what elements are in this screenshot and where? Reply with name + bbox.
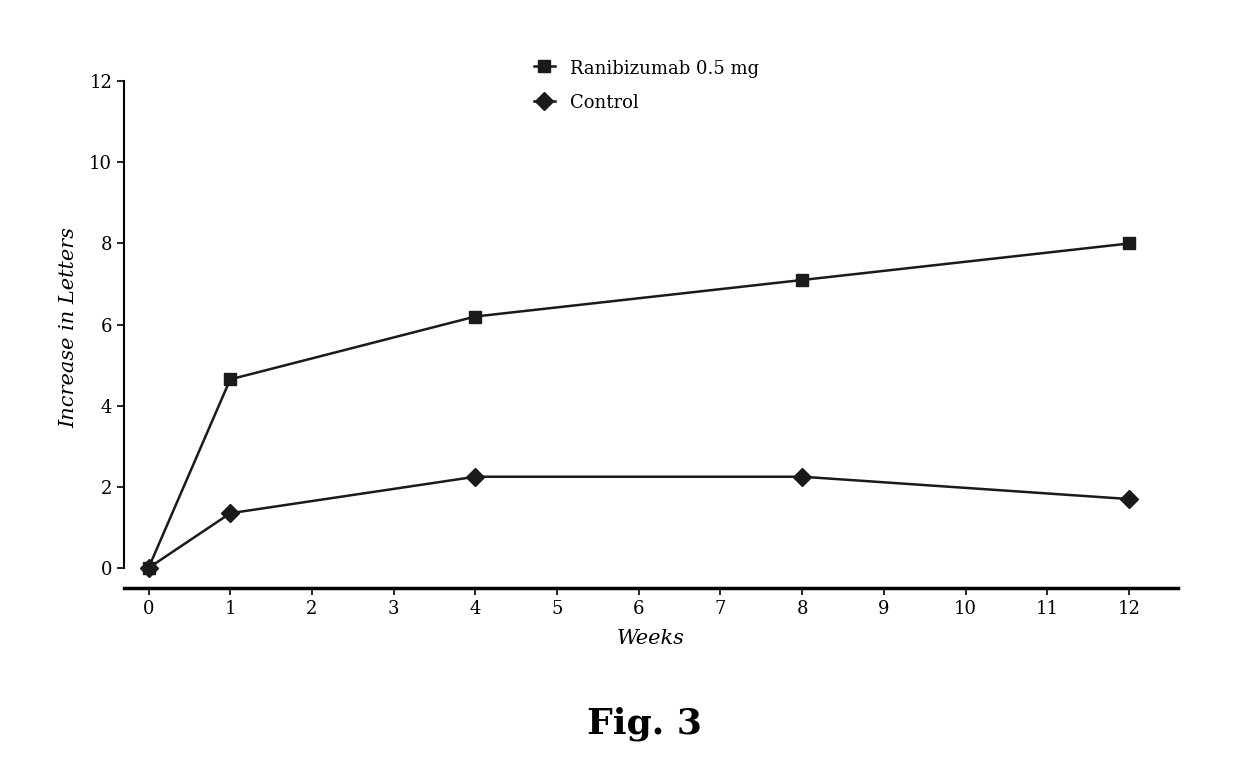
X-axis label: Weeks: Weeks bbox=[618, 629, 684, 648]
Ranibizumab 0.5 mg bbox=[223, 375, 238, 384]
Line: Ranibizumab 0.5 mg: Ranibizumab 0.5 mg bbox=[143, 237, 1136, 575]
Control bbox=[141, 563, 156, 572]
Ranibizumab 0.5 mg bbox=[1121, 239, 1136, 248]
Y-axis label: Increase in Letters: Increase in Letters bbox=[60, 227, 78, 428]
Control bbox=[467, 472, 482, 482]
Ranibizumab 0.5 mg bbox=[141, 563, 156, 572]
Control bbox=[1121, 495, 1136, 504]
Text: Fig. 3: Fig. 3 bbox=[588, 706, 702, 741]
Ranibizumab 0.5 mg bbox=[795, 275, 810, 284]
Control bbox=[795, 472, 810, 482]
Legend: Ranibizumab 0.5 mg, Control: Ranibizumab 0.5 mg, Control bbox=[533, 59, 759, 112]
Control bbox=[223, 509, 238, 518]
Line: Control: Control bbox=[143, 470, 1136, 575]
Ranibizumab 0.5 mg bbox=[467, 312, 482, 321]
